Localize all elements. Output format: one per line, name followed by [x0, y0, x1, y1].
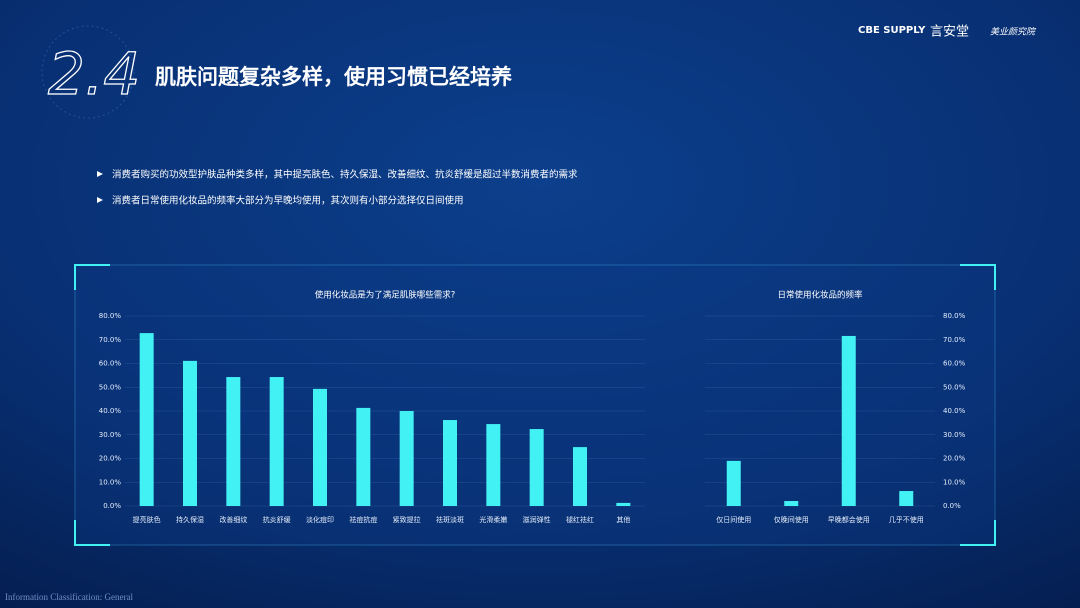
bar: [784, 501, 799, 506]
footer: Information Classification: General: [5, 592, 133, 602]
bullet-marker: [97, 171, 103, 177]
logo: 言安堂: [930, 25, 969, 40]
x-tick-label: 光滑柔嫩: [479, 515, 507, 524]
y-tick-label: 60.0%: [99, 360, 122, 368]
bar: [226, 377, 241, 506]
x-tick-label: 早晚都会使用: [828, 515, 870, 524]
x-tick-label: 滋润弹性: [523, 515, 551, 524]
bar: [841, 335, 856, 506]
logo: 美业颜究院: [990, 27, 1037, 38]
bullet-text: 消费者购买的功效型护肤品种类多样，其中提亮肤色、持久保湿、改善细纹、抗炎舒缓是超…: [112, 169, 578, 181]
logo: CBE SUPPLY: [858, 25, 926, 36]
x-tick-label: 紧致提拉: [393, 515, 421, 524]
x-tick-label: 仅晚间使用: [774, 515, 809, 524]
x-tick-label: 几乎不使用: [889, 515, 924, 524]
slide-title: 肌肤问题复杂多样，使用习惯已经培养: [155, 65, 512, 89]
bar: [726, 460, 741, 506]
bar: [573, 447, 587, 506]
x-tick-label: 淡化痘印: [306, 515, 334, 524]
y-tick-label: 40.0%: [99, 407, 122, 415]
x-tick-label: 褪红祛红: [566, 515, 594, 524]
bar: [356, 407, 371, 506]
x-tick-label: 祛斑淡斑: [436, 515, 464, 524]
bar: [616, 502, 631, 506]
y-tick-label: 70.0%: [943, 336, 966, 344]
chart-title: 日常使用化妆品的频率: [777, 290, 863, 301]
bar: [399, 411, 414, 506]
y-tick-label: 60.0%: [943, 360, 966, 368]
x-tick-label: 改善细纹: [219, 515, 247, 524]
y-tick-label: 70.0%: [99, 336, 122, 344]
y-tick-label: 0.0%: [103, 502, 121, 510]
decor-ring: [41, 25, 135, 119]
bullet-marker: [97, 197, 103, 203]
y-tick-label: 20.0%: [99, 455, 122, 463]
x-tick-label: 持久保湿: [176, 515, 204, 524]
y-tick-label: 20.0%: [943, 455, 966, 463]
section-number: 2.4: [48, 40, 140, 108]
x-tick-label: 仅日间使用: [716, 515, 751, 524]
y-tick-label: 80.0%: [943, 312, 966, 320]
panel-corners: [74, 264, 996, 546]
y-tick-label: 10.0%: [943, 478, 966, 486]
bar: [443, 420, 457, 506]
y-tick-label: 50.0%: [99, 383, 122, 391]
bar: [269, 377, 284, 506]
bar: [486, 424, 501, 506]
chart-title: 使用化妆品是为了满足肌肤哪些需求?: [315, 290, 456, 301]
bar: [313, 388, 327, 506]
y-tick-label: 50.0%: [943, 383, 966, 391]
bar: [899, 491, 914, 506]
bullet-text: 消费者日常使用化妆品的频率大部分为早晚均使用，其次则有小部分选择仅日间使用: [112, 195, 464, 207]
x-tick-label: 抗炎舒缓: [263, 515, 291, 524]
x-tick-label: 其他: [616, 515, 630, 524]
y-tick-label: 30.0%: [99, 431, 122, 439]
x-tick-label: 提亮肤色: [133, 515, 161, 524]
y-tick-label: 0.0%: [943, 502, 961, 510]
y-tick-label: 10.0%: [99, 478, 122, 486]
x-tick-label: 祛痘抗痘: [349, 515, 377, 524]
y-tick-label: 40.0%: [943, 407, 966, 415]
bar: [529, 429, 544, 506]
y-tick-label: 80.0%: [99, 312, 122, 320]
bar: [139, 333, 154, 506]
bar: [183, 360, 197, 506]
y-tick-label: 30.0%: [943, 431, 966, 439]
